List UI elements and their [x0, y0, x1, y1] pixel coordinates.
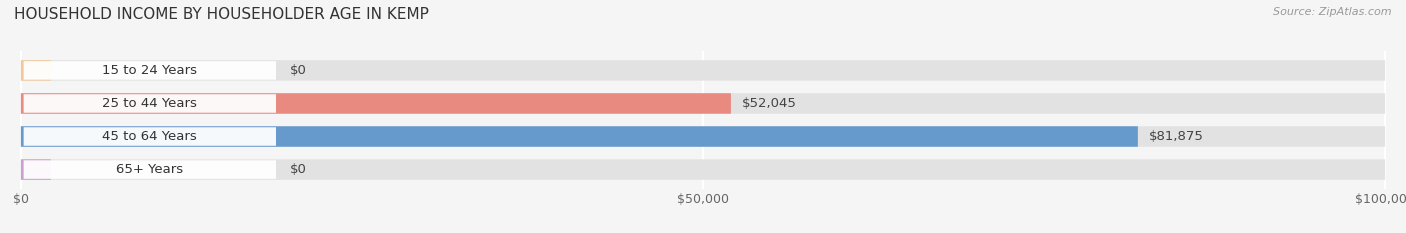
Text: 15 to 24 Years: 15 to 24 Years [103, 64, 197, 77]
FancyBboxPatch shape [21, 126, 1385, 147]
FancyBboxPatch shape [21, 93, 731, 114]
Text: $0: $0 [290, 163, 307, 176]
Text: 45 to 64 Years: 45 to 64 Years [103, 130, 197, 143]
FancyBboxPatch shape [21, 60, 51, 81]
FancyBboxPatch shape [24, 127, 276, 146]
Text: $81,875: $81,875 [1149, 130, 1204, 143]
FancyBboxPatch shape [21, 60, 1385, 81]
FancyBboxPatch shape [24, 94, 276, 113]
FancyBboxPatch shape [21, 93, 1385, 114]
Text: 65+ Years: 65+ Years [117, 163, 183, 176]
Text: 25 to 44 Years: 25 to 44 Years [103, 97, 197, 110]
FancyBboxPatch shape [21, 126, 1137, 147]
FancyBboxPatch shape [24, 61, 276, 80]
FancyBboxPatch shape [21, 159, 51, 180]
FancyBboxPatch shape [24, 160, 276, 179]
Text: Source: ZipAtlas.com: Source: ZipAtlas.com [1274, 7, 1392, 17]
Text: $0: $0 [290, 64, 307, 77]
Text: $52,045: $52,045 [742, 97, 797, 110]
Text: HOUSEHOLD INCOME BY HOUSEHOLDER AGE IN KEMP: HOUSEHOLD INCOME BY HOUSEHOLDER AGE IN K… [14, 7, 429, 22]
FancyBboxPatch shape [21, 159, 1385, 180]
